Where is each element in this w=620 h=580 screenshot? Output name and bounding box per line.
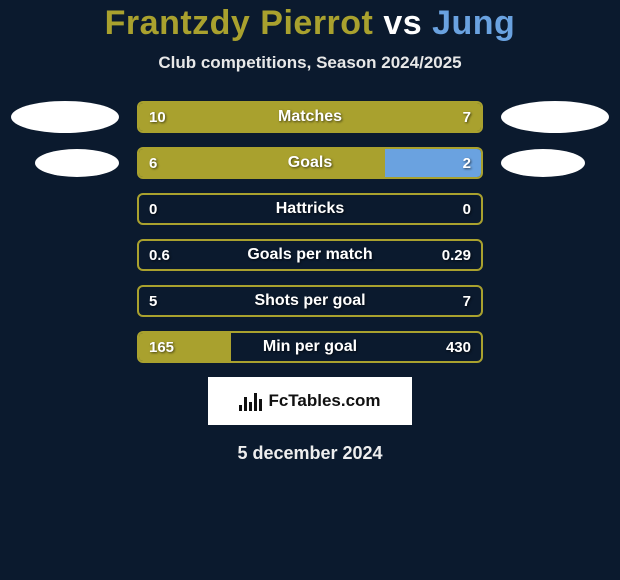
stat-bar: 165430Min per goal: [137, 331, 483, 363]
stat-bar: 0.60.29Goals per match: [137, 239, 483, 271]
stat-bar: 107Matches: [137, 101, 483, 133]
logo: FcTables.com: [239, 391, 380, 411]
stat-bar: 62Goals: [137, 147, 483, 179]
chart-icon: [239, 391, 262, 411]
stat-row: 107Matches: [0, 101, 620, 133]
avatar-player2: [501, 101, 609, 133]
page-title: Frantzdy Pierrot vs Jung: [0, 4, 620, 43]
bar-label: Matches: [139, 103, 481, 131]
stat-row: 57Shots per goal: [0, 285, 620, 317]
stat-row: 00Hattricks: [0, 193, 620, 225]
title-vs: vs: [383, 4, 422, 42]
bar-label: Goals per match: [139, 241, 481, 269]
bar-label: Min per goal: [139, 333, 481, 361]
avatar-player2-small: [501, 149, 585, 177]
logo-text: FcTables.com: [268, 391, 380, 411]
stat-bars: 107Matches 62Goals 00Hattricks 0.60.29Goals…: [0, 101, 620, 363]
stat-bar: 00Hattricks: [137, 193, 483, 225]
date-label: 5 december 2024: [0, 443, 620, 464]
title-player1: Frantzdy Pierrot: [105, 4, 374, 42]
stat-bar: 57Shots per goal: [137, 285, 483, 317]
bar-label: Hattricks: [139, 195, 481, 223]
bar-label: Goals: [139, 149, 481, 177]
stat-row: 62Goals: [0, 147, 620, 179]
avatar-player1: [11, 101, 119, 133]
stat-row: 0.60.29Goals per match: [0, 239, 620, 271]
bar-label: Shots per goal: [139, 287, 481, 315]
subtitle: Club competitions, Season 2024/2025: [0, 53, 620, 73]
logo-box: FcTables.com: [208, 377, 412, 425]
title-player2: Jung: [432, 4, 515, 42]
stat-row: 165430Min per goal: [0, 331, 620, 363]
comparison-infographic: Frantzdy Pierrot vs Jung Club competitio…: [0, 0, 620, 580]
avatar-player1-small: [35, 149, 119, 177]
